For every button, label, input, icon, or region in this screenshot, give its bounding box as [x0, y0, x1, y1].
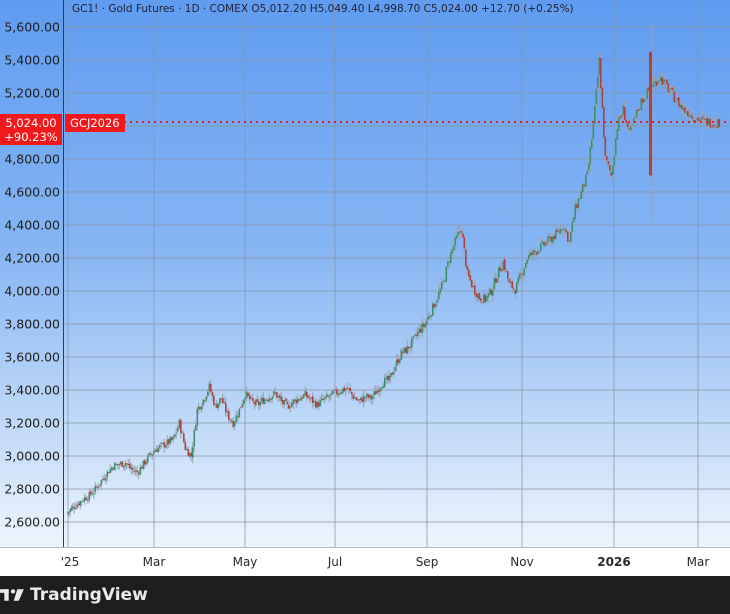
tradingview-logo-icon: [0, 589, 24, 601]
y-tick-label: 5,200.00: [4, 85, 60, 101]
y-tick-label: 4,200.00: [4, 250, 60, 266]
x-tick-label: '25: [60, 555, 80, 569]
y-tick-label: 4,800.00: [4, 151, 60, 167]
x-tick-label: Jul: [327, 555, 343, 569]
y-tick-label: 4,400.00: [4, 217, 60, 233]
y-tick-label: 4,600.00: [4, 184, 60, 200]
y-axis-separator: [63, 0, 64, 576]
y-tick-label: 3,600.00: [4, 349, 60, 365]
y-tick-label: 4,000.00: [4, 283, 60, 299]
y-tick-label: 3,200.00: [4, 415, 60, 431]
x-tick-label: May: [232, 555, 258, 569]
x-tick-label: Nov: [510, 555, 534, 569]
candlestick-plot[interactable]: [0, 0, 730, 547]
contract-symbol-tag: GCJ2026: [65, 114, 125, 132]
last-price-change-pct: +90.23%: [4, 130, 58, 144]
tradingview-brand[interactable]: TradingView: [0, 585, 148, 605]
x-tick-label: 2026: [597, 555, 631, 569]
y-tick-label: 3,800.00: [4, 316, 60, 332]
x-tick-label: Sep: [415, 555, 439, 569]
brand-name: TradingView: [30, 585, 148, 605]
y-tick-label: 5,400.00: [4, 52, 60, 68]
y-tick-label: 3,000.00: [4, 448, 60, 464]
chart-area[interactable]: 5,600.005,400.005,200.005,000.004,800.00…: [0, 0, 730, 547]
last-price-value: 5,024.00: [5, 116, 57, 130]
y-tick-label: 5,600.00: [4, 19, 60, 35]
footer-bar: TradingView: [0, 576, 730, 614]
y-tick-label: 2,800.00: [4, 481, 60, 497]
last-price-tag: 5,024.00 +90.23%: [0, 114, 62, 145]
x-axis[interactable]: '25 Mar May Jul Sep Nov 2026 Mar: [0, 547, 730, 577]
y-tick-label: 3,400.00: [4, 382, 60, 398]
y-tick-label: 2,600.00: [4, 514, 60, 530]
x-tick-label: Mar: [142, 555, 166, 569]
x-tick-label: Mar: [686, 555, 710, 569]
symbol-legend: GC1! · Gold Futures · 1D · COMEX O5,012.…: [72, 3, 574, 15]
